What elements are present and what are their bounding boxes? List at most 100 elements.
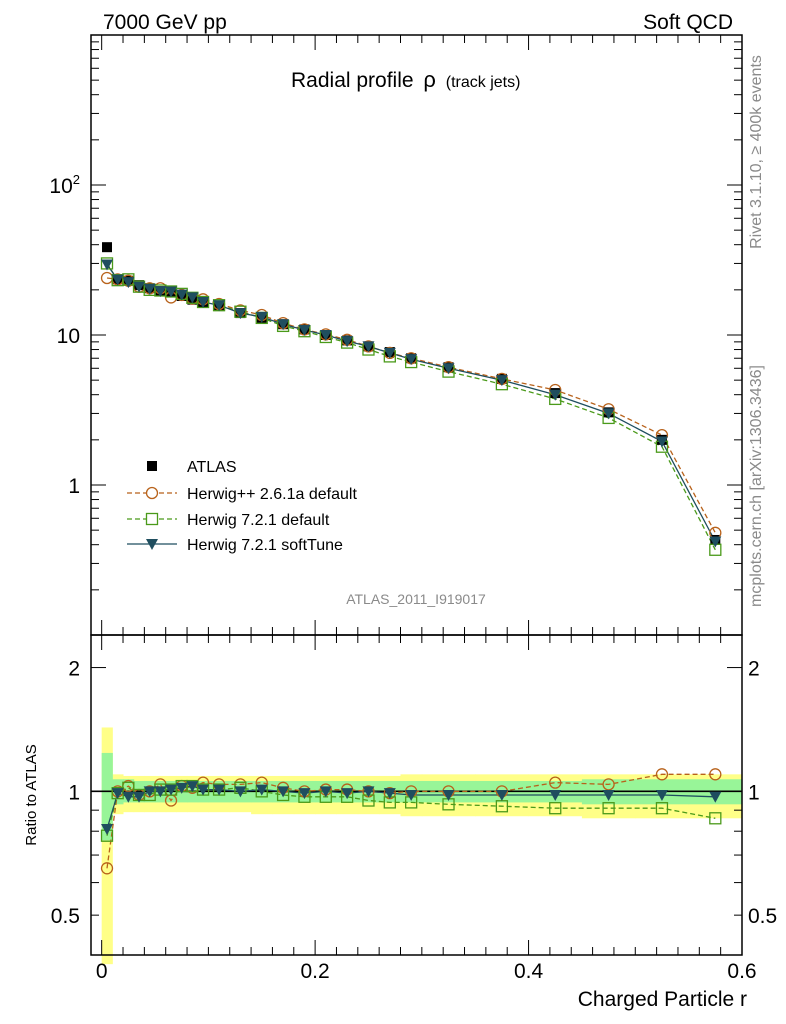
softtune-point [298, 324, 311, 336]
ratio-softtune-point [549, 789, 562, 801]
softtune-point [495, 375, 508, 387]
ratio-softtune-point [405, 789, 418, 801]
ratio-softtune-point [165, 784, 178, 796]
ratio-herwig721-point [549, 802, 562, 815]
ratio-herwigpp-point [602, 778, 615, 791]
legend: ATLAS Herwig++ 2.6.1a default Herwig 7.2… [127, 459, 357, 554]
softtune-point [111, 274, 124, 286]
softtune-point [165, 286, 178, 298]
x-axis-label: Charged Particle r [578, 988, 747, 1011]
legend-softtune-label: Herwig 7.2.1 softTune [187, 537, 343, 554]
softtune-point [133, 281, 146, 293]
ratio-softtune-point [197, 784, 210, 796]
ratio-herwigpp-point [709, 768, 722, 781]
legend-softtune-marker [146, 539, 158, 550]
softtune-point [655, 436, 668, 448]
ratio-herwigpp-point [655, 768, 669, 781]
plot-title-main: Radial profile [291, 69, 414, 92]
ratio-softtune-point [122, 791, 135, 803]
ratio-softtune-point [602, 789, 615, 801]
softtune-point [186, 292, 199, 304]
ratio-softtune-point [101, 823, 114, 835]
softtune-point [709, 536, 722, 548]
main-y-tick-label: 102 [49, 172, 80, 198]
ratio-softtune-point [341, 788, 354, 800]
softtune-point [341, 336, 354, 348]
ratio-softtune-point [655, 789, 668, 801]
legend-item-softtune: Herwig 7.2.1 softTune [127, 537, 343, 554]
ratio-softtune-point [298, 788, 311, 800]
softtune-point [154, 286, 167, 298]
legend-item-atlas: ATLAS [147, 459, 237, 476]
legend-herwigpp-label: Herwig++ 2.6.1a default [187, 486, 357, 503]
ratio-softtune-point [709, 791, 722, 803]
ratio-y-axis-label: Ratio to ATLAS [23, 744, 40, 845]
plot-title: Radial profile ρ (track jets) [291, 67, 520, 92]
main-y-tick-label: 10 [57, 325, 80, 348]
ratio-softtune-point [111, 788, 124, 800]
softtune-point [549, 389, 562, 401]
softtune-point [255, 311, 268, 323]
ratio-y-tick-label: 0.5 [51, 905, 80, 928]
ratio-softtune-point [277, 786, 290, 798]
softtune-point [383, 347, 396, 359]
softtune-point [405, 354, 418, 366]
softtune-point [101, 259, 114, 271]
data-point [102, 242, 113, 253]
main-x-ticks [101, 35, 743, 635]
ratio-softtune-point [175, 782, 188, 794]
ratio-softtune-point [319, 786, 332, 798]
plot-title-sub: (track jets) [446, 74, 521, 91]
softtune-point [143, 283, 156, 295]
rivet-version-label: Rivet 3.1.10, ≥ 400k events [748, 55, 765, 249]
legend-herwig721-marker [145, 512, 159, 526]
ratio-softtune-point [154, 786, 167, 798]
ratio-y-axis: 0.5 0.5 1 1 2 2 [51, 658, 777, 929]
analysis-id-label: ATLAS_2011_I919017 [346, 591, 486, 607]
x-tick-label: 0.6 [727, 960, 756, 983]
softtune-point [362, 341, 375, 353]
header-right-label: Soft QCD [643, 11, 733, 34]
main-y-axis: 1 10 102 [49, 41, 742, 591]
ratio-herwigpp-point [100, 862, 114, 875]
softtune-point [277, 319, 290, 331]
ratio-herwig721-point [709, 812, 722, 825]
softtune-point [213, 300, 226, 312]
legend-item-herwigpp: Herwig++ 2.6.1a default [127, 486, 357, 503]
source-label: mcplots.cern.ch [arXiv:1306.3436] [748, 365, 765, 607]
ratio-softtune-point [234, 786, 247, 798]
softtune-point [197, 296, 210, 308]
ratio-herwig721-point [655, 802, 669, 815]
x-tick-label: 0 [96, 960, 108, 983]
main-y-tick-label: 1 [68, 475, 80, 498]
main-plot-marks [100, 242, 722, 556]
ratio-softtune-point [213, 784, 226, 796]
softtune-point [319, 330, 332, 341]
ratio-herwigpp-point [549, 776, 562, 789]
ratio-softtune-point [442, 789, 455, 801]
ratio-y-tick-label-right: 0.5 [748, 905, 777, 928]
softtune-point [175, 289, 188, 301]
ratio-plot-frame [90, 634, 743, 956]
softtune-point [602, 408, 615, 420]
legend-herwigpp-marker [145, 486, 159, 500]
ratio-softtune-point [186, 781, 199, 793]
softtune-point [234, 308, 247, 320]
main-plot-panel: 1 10 102 Radial profile ρ (track jets) ATL… [49, 34, 743, 636]
ratio-softtune-point [362, 786, 375, 798]
ratio-y-tick-label-right: 2 [748, 658, 760, 681]
ratio-herwig721-point [602, 802, 615, 815]
herwigpp-line [106, 277, 716, 534]
ratio-softtune-point [143, 786, 156, 798]
ratio-y-tick-label-right: 1 [748, 781, 760, 804]
x-tick-label: 0.2 [301, 960, 330, 983]
ratio-softtune-point [255, 784, 268, 796]
ratio-y-tick-label: 1 [68, 781, 80, 804]
x-tick-label: 0.4 [514, 960, 544, 983]
ratio-softtune-point [495, 789, 508, 801]
header-left-label: 7000 GeV pp [103, 11, 227, 34]
legend-item-herwig721: Herwig 7.2.1 default [127, 512, 330, 529]
ratio-plot-marks [91, 727, 743, 965]
uncertainty-band-inner [101, 752, 113, 841]
